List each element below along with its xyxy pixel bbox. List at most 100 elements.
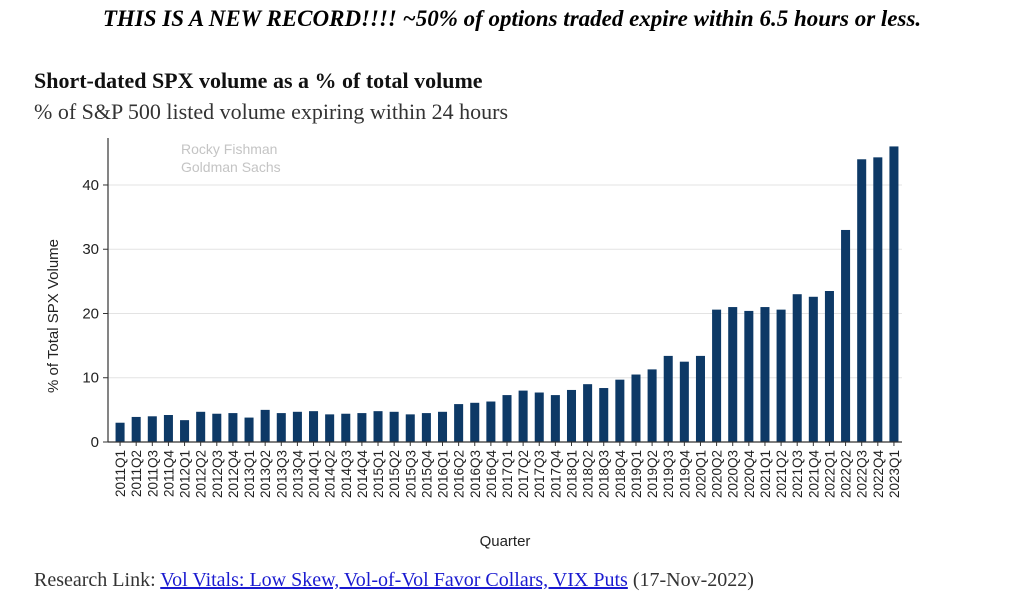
bar-2012Q4 [228, 413, 238, 442]
bar-2014Q2 [325, 414, 335, 442]
x-tick-label: 2016Q1 [436, 450, 451, 498]
x-tick-label: 2013Q4 [290, 450, 305, 499]
x-tick-label: 2017Q1 [500, 450, 515, 498]
x-tick-label: 2013Q3 [274, 450, 289, 498]
bar-2014Q1 [309, 411, 319, 442]
x-tick-label: 2018Q2 [581, 450, 596, 498]
bar-2011Q3 [147, 416, 157, 442]
bar-2018Q2 [583, 384, 593, 442]
bar-2016Q3 [470, 402, 480, 442]
bar-2013Q2 [260, 409, 270, 442]
footer-suffix: (17-Nov-2022) [627, 569, 754, 591]
x-tick-label: 2012Q1 [178, 450, 193, 498]
bar-2012Q1 [180, 420, 190, 442]
gridlines [108, 184, 902, 379]
y-tick-label: 0 [91, 434, 99, 451]
bar-2018Q1 [566, 389, 577, 442]
x-tick-label: 2016Q3 [468, 450, 483, 498]
bar-2020Q3 [728, 307, 738, 442]
x-tick-label: 2016Q4 [484, 450, 499, 499]
bar-2016Q1 [438, 411, 448, 442]
x-tick-label: 2017Q3 [532, 450, 547, 498]
bar-2018Q3 [599, 388, 609, 442]
x-tick-label: 2020Q3 [726, 450, 741, 498]
x-tick-label: 2013Q2 [258, 450, 273, 498]
x-tick-label: 2017Q2 [516, 450, 531, 498]
bar-2012Q3 [212, 413, 222, 442]
bar-2014Q4 [357, 413, 367, 442]
x-tick-label: 2021Q4 [806, 450, 821, 499]
y-tick-label: 20 [82, 305, 99, 322]
x-tick-label: 2011Q2 [129, 450, 144, 497]
bar-2015Q3 [405, 414, 415, 442]
x-tick-label: 2017Q4 [548, 450, 563, 499]
bar-2021Q4 [808, 296, 818, 442]
x-tick-label: 2011Q1 [113, 450, 128, 497]
x-tick-label: 2012Q3 [210, 450, 225, 498]
x-tick-label: 2019Q4 [677, 450, 692, 499]
x-tick-label: 2020Q1 [693, 450, 708, 498]
footer-prefix: Research Link: [34, 569, 161, 591]
x-tick-label: 2022Q1 [822, 450, 837, 498]
research-link[interactable]: Vol Vitals: Low Skew, Vol-of-Vol Favor C… [160, 569, 628, 591]
bar-2013Q3 [276, 413, 286, 442]
chart-subtitle: % of S&P 500 listed volume expiring with… [34, 99, 508, 124]
bar-2021Q1 [760, 307, 770, 442]
bar-2019Q2 [647, 369, 657, 442]
x-tick-label: 2022Q2 [839, 450, 854, 498]
bar-2017Q2 [518, 390, 528, 442]
bar-2016Q2 [454, 404, 464, 442]
bar-2015Q4 [421, 413, 431, 442]
x-tick-label: 2014Q2 [323, 450, 338, 498]
x-tick-label: 2018Q1 [564, 450, 579, 498]
x-tick-labels: 2011Q1 2011Q2 2011Q3 2011Q4 2012Q1 2012Q2 2012… [113, 442, 902, 498]
x-tick-label: 2021Q2 [774, 450, 789, 498]
x-tick-label: 2012Q2 [194, 450, 209, 498]
x-tick-label: 2018Q4 [613, 450, 628, 499]
x-tick-label: 2012Q4 [226, 450, 241, 499]
bar-2021Q2 [776, 309, 786, 442]
bar-2022Q3 [857, 159, 867, 442]
x-tick-label: 2022Q4 [871, 450, 886, 499]
bar-2011Q1 [115, 422, 125, 442]
y-tick-label: 30 [82, 241, 99, 258]
bars [115, 146, 899, 442]
x-axis-label: Quarter [480, 533, 531, 550]
bar-2015Q1 [373, 411, 383, 442]
bar-2013Q4 [292, 411, 302, 442]
y-tick-label: 40 [82, 177, 99, 194]
y-tick-labels: 0 10 20 30 40 [82, 177, 108, 451]
bar-2014Q3 [341, 413, 351, 442]
bar-chart: 0 10 20 30 40 2011Q1 2011Q2 2011Q3 2011Q4 2012Q1… [45, 138, 902, 550]
x-tick-label: 2020Q2 [710, 450, 725, 498]
x-tick-label: 2011Q4 [161, 450, 176, 498]
x-tick-label: 2015Q1 [371, 450, 386, 498]
bar-2019Q3 [663, 355, 673, 442]
bar-2016Q4 [486, 401, 496, 442]
bar-2011Q4 [163, 415, 173, 442]
bar-2017Q4 [550, 395, 560, 442]
bar-2017Q3 [534, 392, 544, 442]
watermark-line1: Rocky Fishman [181, 141, 277, 157]
bar-2019Q4 [679, 361, 689, 442]
x-tick-label: 2021Q3 [790, 450, 805, 498]
headline: THIS IS A NEW RECORD!!!! ~50% of options… [102, 6, 922, 31]
bar-2013Q1 [244, 417, 254, 442]
x-tick-label: 2019Q2 [645, 450, 660, 498]
x-tick-label: 2020Q4 [742, 450, 757, 499]
chart-title: Short-dated SPX volume as a % of total v… [34, 68, 483, 93]
x-tick-label: 2014Q1 [307, 450, 322, 498]
bar-2022Q1 [824, 291, 834, 442]
x-tick-label: 2015Q4 [419, 450, 434, 499]
bar-2020Q1 [695, 355, 705, 442]
x-tick-label: 2011Q3 [145, 450, 160, 497]
bar-2021Q3 [792, 294, 802, 442]
x-tick-label: 2023Q1 [887, 450, 902, 498]
bar-2020Q2 [712, 309, 722, 442]
footer: Research Link: Vol Vitals: Low Skew, Vol… [34, 569, 754, 592]
bar-2019Q1 [631, 374, 641, 442]
x-tick-label: 2015Q2 [387, 450, 402, 498]
watermark-line2: Goldman Sachs [181, 159, 281, 175]
x-tick-label: 2013Q1 [242, 450, 257, 498]
bar-2011Q2 [131, 416, 141, 442]
